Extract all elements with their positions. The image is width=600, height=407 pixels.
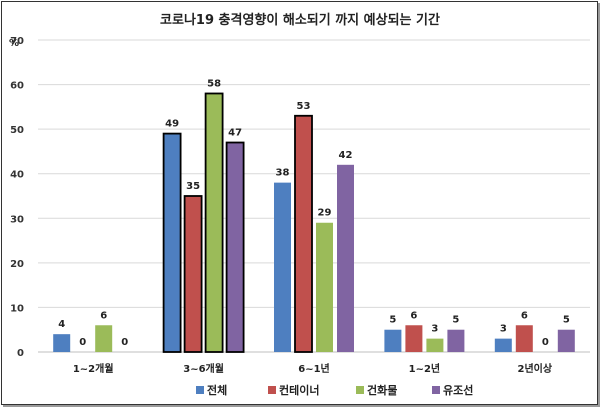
bar	[53, 334, 71, 352]
legend-label: 전체	[207, 383, 227, 397]
legend-swatch	[268, 386, 276, 394]
legend-label: 유조선	[443, 383, 473, 397]
data-label: 0	[542, 337, 549, 348]
y-tick-label: 60	[10, 81, 24, 92]
legend-label: 건화물	[367, 383, 397, 397]
bar	[183, 195, 203, 353]
data-label: 6	[521, 310, 528, 321]
legend-swatch	[196, 386, 204, 394]
bar	[162, 132, 182, 353]
bar	[225, 141, 245, 353]
y-tick-label: 10	[10, 303, 24, 314]
bar	[557, 329, 575, 352]
data-label: 6	[410, 310, 417, 321]
legend-swatch	[432, 386, 440, 394]
data-label: 0	[79, 337, 86, 348]
y-tick-label: 50	[10, 125, 24, 136]
bar	[405, 325, 423, 352]
data-label: 53	[297, 101, 311, 112]
x-tick-label: 6~1년	[298, 362, 330, 375]
y-unit-label: %	[9, 38, 19, 49]
data-label: 3	[431, 324, 438, 335]
y-tick-label: 20	[10, 259, 24, 270]
bar	[447, 329, 465, 352]
chart-title: 코로나19 충격영향이 해소되기 까지 예상되는 기간	[160, 12, 440, 28]
data-label: 49	[165, 119, 179, 130]
y-tick-label: 70	[10, 36, 24, 47]
data-label: 42	[339, 150, 353, 161]
data-label: 5	[452, 315, 459, 326]
data-label: 35	[186, 181, 200, 192]
y-tick-label: 30	[10, 214, 24, 225]
x-tick-label: 1~2개월	[73, 362, 114, 375]
bar	[384, 329, 402, 352]
data-label: 6	[100, 310, 107, 321]
bar	[274, 182, 291, 352]
bar	[515, 325, 533, 352]
x-tick-label: 1~2년	[409, 362, 441, 375]
data-label: 5	[389, 315, 396, 326]
bar	[294, 114, 313, 353]
bar	[204, 92, 224, 353]
data-label: 38	[276, 168, 290, 179]
data-label: 5	[563, 315, 570, 326]
bar	[95, 325, 113, 352]
data-label: 0	[121, 337, 128, 348]
legend-label: 컨테이너	[279, 383, 319, 397]
data-label: 3	[500, 324, 507, 335]
data-label: 29	[318, 208, 332, 219]
bar	[337, 164, 354, 352]
data-label: 4	[58, 319, 65, 330]
bar	[494, 338, 512, 352]
x-tick-label: 3~6개월	[183, 362, 224, 375]
data-label: 47	[228, 128, 242, 139]
x-tick-label: 2년이상	[518, 362, 553, 375]
bar	[426, 338, 444, 352]
y-tick-label: 0	[17, 348, 24, 359]
bar	[316, 222, 333, 352]
y-tick-label: 40	[10, 170, 24, 181]
data-label: 58	[207, 78, 221, 89]
legend-swatch	[356, 386, 364, 394]
